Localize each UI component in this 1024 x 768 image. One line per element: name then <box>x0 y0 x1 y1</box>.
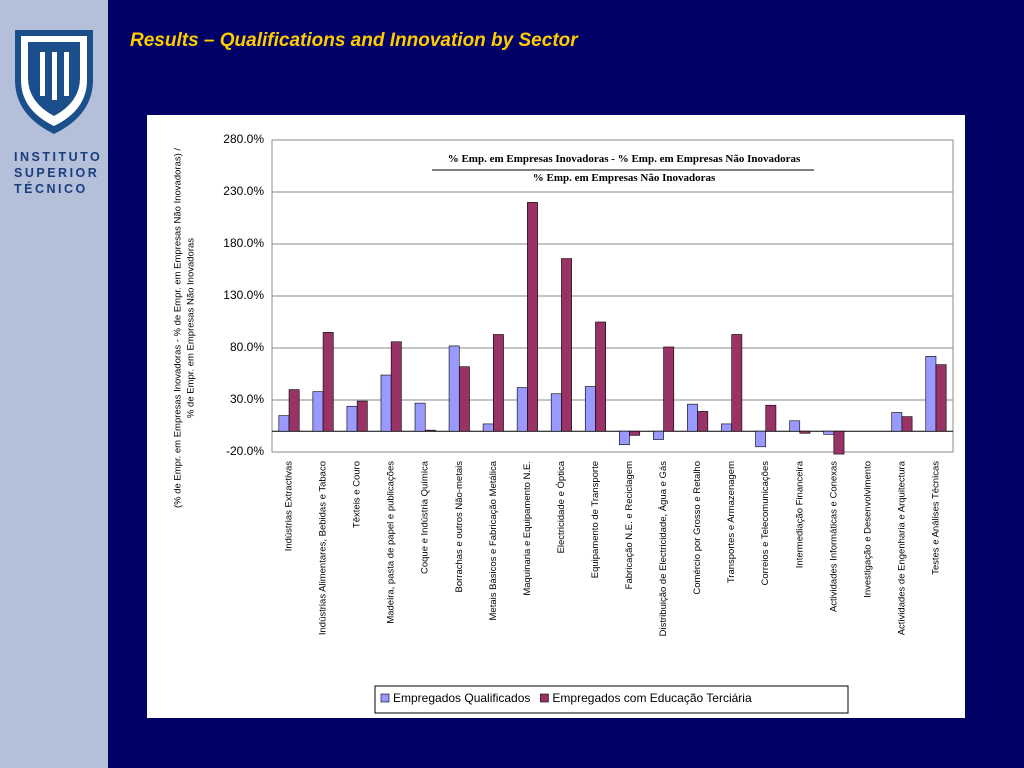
bar <box>789 420 801 432</box>
x-tick-label: Transportes e Armazenagem <box>726 461 737 583</box>
x-tick-label: Intermediação Financeira <box>794 460 805 568</box>
y-tick-label: 130.0% <box>223 288 264 302</box>
logo-text: INSTITUTO SUPERIOR TÉCNICO <box>14 150 102 196</box>
x-tick-label: Têxteis e Couro <box>352 461 363 528</box>
bar <box>663 346 675 432</box>
logo-line: INSTITUTO <box>14 150 102 164</box>
bar <box>390 341 402 432</box>
x-tick-label: Metais Básicos e Fabricação Metálica <box>488 460 499 620</box>
x-tick-label: Coque e Indústria Química <box>420 460 431 574</box>
x-tick-label: Indústrias Alimentares, Bebidas e Tabaco <box>318 461 329 635</box>
y-tick-label: 280.0% <box>223 132 264 146</box>
x-tick-label: Fabricação N.E. e Reciclagem <box>624 461 635 589</box>
bar <box>925 356 937 432</box>
logo-line: SUPERIOR <box>14 166 99 180</box>
formula-denominator: % Emp. em Empresas Não Inovadoras <box>533 172 716 184</box>
legend-swatch <box>380 693 390 703</box>
bar <box>595 321 606 432</box>
x-tick-label: Madeira, pasta de papel e publicações <box>386 461 397 624</box>
bar <box>493 334 504 432</box>
bar <box>653 430 664 440</box>
bar <box>516 387 528 432</box>
x-tick-label: Correios e Telecomunicações <box>760 461 771 586</box>
bar <box>550 393 562 432</box>
x-tick-label: Actividades Informáticas e Conexas <box>828 461 839 612</box>
bar <box>356 400 368 432</box>
logo-stroke <box>52 52 57 100</box>
bar <box>901 416 913 432</box>
bar <box>721 423 732 432</box>
logo-line: TÉCNICO <box>14 181 88 196</box>
bar <box>584 386 596 432</box>
bar <box>380 374 392 432</box>
x-tick-label: Distribuição de Electricidade, Água e Gá… <box>658 461 669 637</box>
chart: -20.0% 30.0% 80.0% 130.0% 180.0% 230.0% 280.0%… <box>173 132 954 714</box>
bar <box>823 430 835 435</box>
bar <box>891 412 903 432</box>
bar <box>288 389 300 432</box>
x-tick-label: Comércio por Grosso e Retalho <box>692 461 703 595</box>
bar <box>482 423 494 432</box>
y-tick-label: 30.0% <box>230 392 264 406</box>
legend-label: Empregados com Educação Terciária <box>552 691 752 705</box>
x-tick-label: Electricidade e Óptica <box>556 460 567 553</box>
x-tick-label: Indústrias Extractivas <box>284 461 295 552</box>
bar <box>278 415 290 432</box>
y-tick-label: 230.0% <box>223 184 264 198</box>
y-tick-label: 180.0% <box>223 236 264 250</box>
bar <box>799 430 811 434</box>
legend-box <box>374 685 849 714</box>
bar <box>527 202 538 432</box>
bar <box>322 332 334 432</box>
bar <box>424 429 436 432</box>
bar <box>755 430 767 448</box>
bar <box>312 391 324 432</box>
bar <box>561 258 572 432</box>
bar <box>619 430 630 446</box>
bar <box>346 405 358 432</box>
plot-border <box>271 139 954 453</box>
bar <box>935 364 947 432</box>
x-tick-label: Investigação e Desenvolvimento <box>862 461 873 598</box>
x-tick-label: Actividades de Engenharia e Arquitectura <box>896 460 907 635</box>
bar <box>448 345 460 432</box>
logo-stroke <box>64 52 69 96</box>
bar <box>414 402 426 432</box>
bar <box>731 334 743 432</box>
legend-label: Empregados Qualificados <box>393 691 530 705</box>
y-axis-label: (% de Empr. em Empresas Inovadoras - % d… <box>173 148 184 508</box>
x-tick-label: Borrachas e outros Não-metais <box>454 461 465 593</box>
x-tick-label: Maquinaria e Equipamento N.E. <box>522 461 533 596</box>
bar <box>765 404 777 432</box>
y-tick-label: 80.0% <box>230 340 264 354</box>
x-tick-label: Testes e Análises Técnicas <box>930 461 941 575</box>
logo-stroke <box>40 52 45 96</box>
formula: % Emp. em Empresas Inovadoras - % Emp. e… <box>432 153 814 184</box>
formula-numerator: % Emp. em Empresas Inovadoras - % Emp. e… <box>448 153 801 165</box>
y-tick-label: -20.0% <box>226 444 264 458</box>
legend-swatch <box>540 693 549 703</box>
bar <box>458 366 470 432</box>
bar <box>697 411 709 432</box>
x-tick-label: Equipamento de Transporte <box>590 461 601 578</box>
bar <box>629 430 641 436</box>
y-axis-label: % de Empr. em Empresas Não Inovadoras <box>186 238 197 418</box>
bar <box>833 430 845 455</box>
slide-title: Results – Qualifications and Innovation … <box>130 30 579 51</box>
bar <box>687 403 698 432</box>
